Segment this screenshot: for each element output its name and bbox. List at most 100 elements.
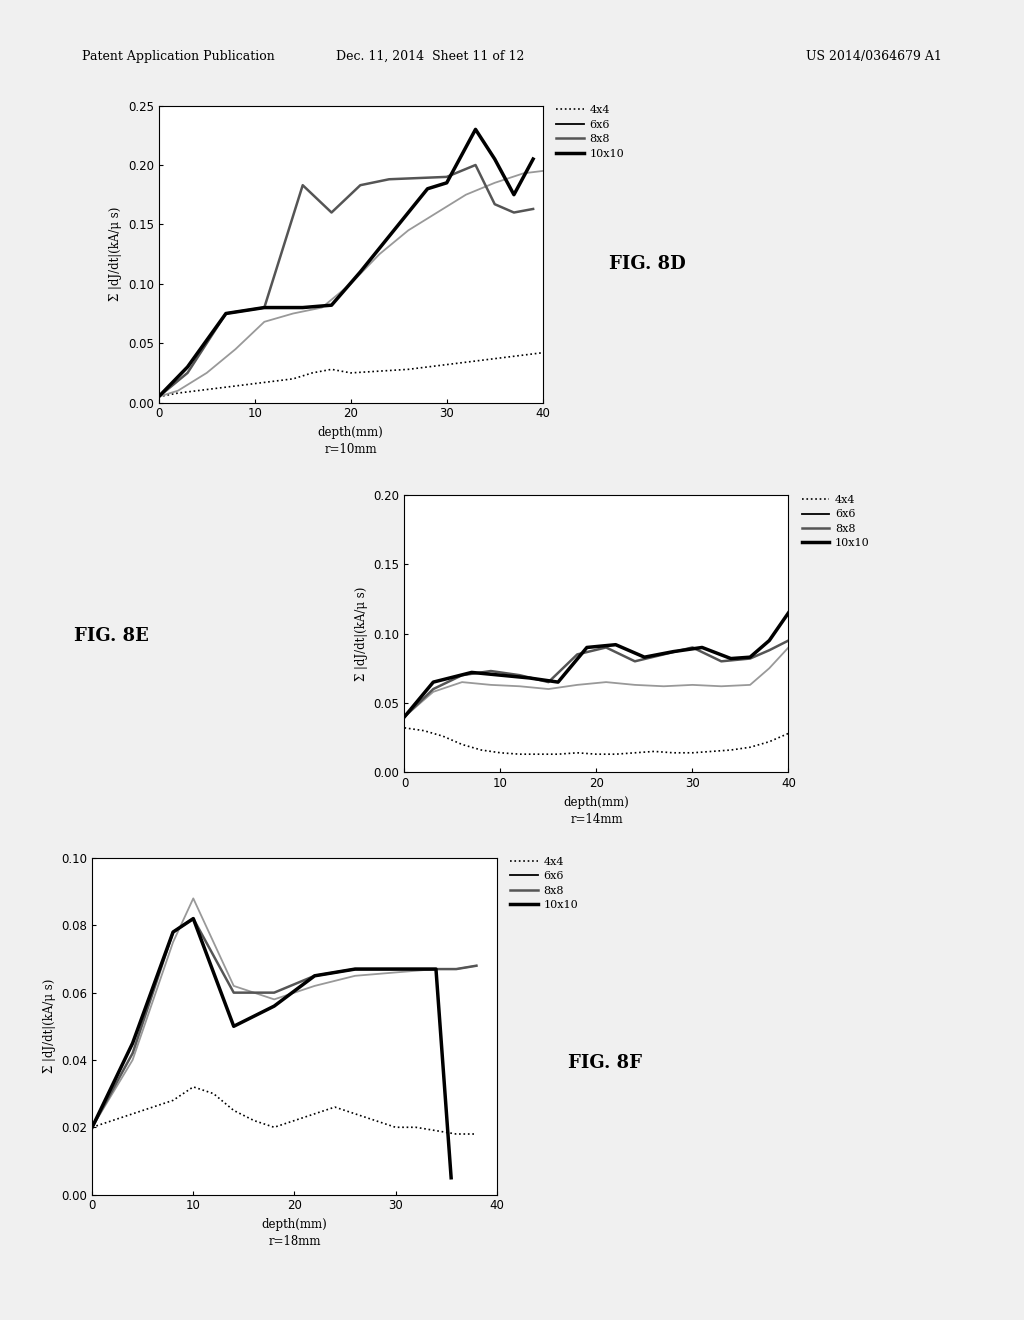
Line: 4x4: 4x4 bbox=[159, 352, 543, 397]
4x4 bbox=[248, 1113, 260, 1129]
4x4 bbox=[686, 744, 698, 760]
8x8 bbox=[629, 653, 641, 669]
6x6 bbox=[187, 891, 200, 907]
Legend: 4x4, 6x6, 8x8, 10x10: 4x4, 6x6, 8x8, 10x10 bbox=[802, 495, 869, 548]
4x4 bbox=[590, 746, 602, 762]
Line: 4x4: 4x4 bbox=[404, 727, 788, 754]
8x8 bbox=[412, 170, 424, 186]
8x8 bbox=[354, 177, 367, 193]
4x4 bbox=[609, 746, 622, 762]
10x10 bbox=[527, 152, 540, 168]
8x8 bbox=[326, 205, 338, 220]
Line: 6x6: 6x6 bbox=[92, 899, 476, 1127]
8x8 bbox=[440, 169, 453, 185]
10x10 bbox=[743, 649, 756, 665]
8x8 bbox=[571, 647, 584, 663]
4x4 bbox=[514, 746, 526, 762]
6x6 bbox=[537, 164, 549, 180]
10x10 bbox=[86, 1119, 98, 1135]
8x8 bbox=[220, 306, 232, 322]
4x4 bbox=[86, 1119, 98, 1135]
10x10 bbox=[220, 306, 232, 322]
4x4 bbox=[725, 742, 737, 758]
10x10 bbox=[181, 359, 194, 375]
Line: 6x6: 6x6 bbox=[159, 172, 543, 397]
8x8 bbox=[258, 300, 270, 315]
10x10 bbox=[445, 1170, 458, 1185]
4x4 bbox=[532, 746, 545, 762]
4x4 bbox=[364, 364, 376, 380]
4x4 bbox=[227, 1102, 240, 1118]
10x10 bbox=[153, 389, 165, 405]
10x10 bbox=[696, 640, 709, 656]
X-axis label: depth(mm)
r=14mm: depth(mm) r=14mm bbox=[563, 796, 630, 825]
4x4 bbox=[370, 1113, 382, 1129]
6x6 bbox=[167, 935, 179, 950]
6x6 bbox=[782, 640, 795, 656]
6x6 bbox=[427, 684, 439, 700]
Legend: 4x4, 6x6, 8x8, 10x10: 4x4, 6x6, 8x8, 10x10 bbox=[556, 106, 624, 158]
6x6 bbox=[389, 965, 401, 981]
4x4 bbox=[389, 1119, 401, 1135]
8x8 bbox=[398, 709, 411, 725]
10x10 bbox=[268, 998, 281, 1014]
8x8 bbox=[349, 961, 361, 977]
8x8 bbox=[181, 366, 194, 381]
10x10 bbox=[638, 649, 650, 665]
4x4 bbox=[229, 378, 242, 393]
4x4 bbox=[268, 1119, 281, 1135]
4x4 bbox=[289, 1113, 301, 1129]
6x6 bbox=[315, 300, 328, 315]
6x6 bbox=[227, 978, 240, 994]
Line: 10x10: 10x10 bbox=[92, 919, 452, 1177]
4x4 bbox=[383, 363, 395, 379]
6x6 bbox=[629, 677, 641, 693]
4x4 bbox=[456, 737, 468, 752]
6x6 bbox=[398, 709, 411, 725]
10x10 bbox=[187, 911, 200, 927]
Legend: 4x4, 6x6, 8x8, 10x10: 4x4, 6x6, 8x8, 10x10 bbox=[510, 857, 579, 911]
4x4 bbox=[249, 376, 261, 392]
Y-axis label: Σ |dJ/dt|(kA/μ s): Σ |dJ/dt|(kA/μ s) bbox=[110, 207, 122, 301]
8x8 bbox=[383, 172, 395, 187]
10x10 bbox=[354, 264, 367, 280]
10x10 bbox=[127, 1035, 139, 1051]
10x10 bbox=[523, 671, 536, 686]
10x10 bbox=[552, 675, 564, 690]
6x6 bbox=[430, 961, 442, 977]
4x4 bbox=[146, 1100, 159, 1115]
6x6 bbox=[451, 961, 463, 977]
10x10 bbox=[297, 300, 309, 315]
4x4 bbox=[287, 371, 299, 387]
8x8 bbox=[470, 958, 482, 974]
4x4 bbox=[106, 1113, 119, 1129]
8x8 bbox=[763, 643, 775, 659]
8x8 bbox=[743, 651, 756, 667]
6x6 bbox=[686, 677, 698, 693]
10x10 bbox=[422, 181, 434, 197]
4x4 bbox=[706, 743, 718, 759]
8x8 bbox=[127, 1045, 139, 1061]
4x4 bbox=[552, 746, 564, 762]
6x6 bbox=[349, 968, 361, 983]
4x4 bbox=[422, 359, 434, 375]
8x8 bbox=[268, 985, 281, 1001]
8x8 bbox=[508, 205, 520, 220]
8x8 bbox=[153, 389, 165, 405]
4x4 bbox=[306, 366, 318, 381]
6x6 bbox=[153, 389, 165, 405]
4x4 bbox=[440, 356, 453, 372]
Line: 8x8: 8x8 bbox=[404, 640, 788, 717]
X-axis label: depth(mm)
r=18mm: depth(mm) r=18mm bbox=[261, 1218, 328, 1247]
6x6 bbox=[571, 677, 584, 693]
Line: 8x8: 8x8 bbox=[159, 165, 534, 397]
8x8 bbox=[451, 961, 463, 977]
6x6 bbox=[657, 678, 670, 694]
8x8 bbox=[543, 675, 555, 690]
Text: Patent Application Publication: Patent Application Publication bbox=[82, 50, 274, 63]
6x6 bbox=[431, 205, 443, 220]
6x6 bbox=[127, 1052, 139, 1068]
10x10 bbox=[469, 121, 481, 137]
8x8 bbox=[86, 1119, 98, 1135]
10x10 bbox=[466, 664, 478, 680]
